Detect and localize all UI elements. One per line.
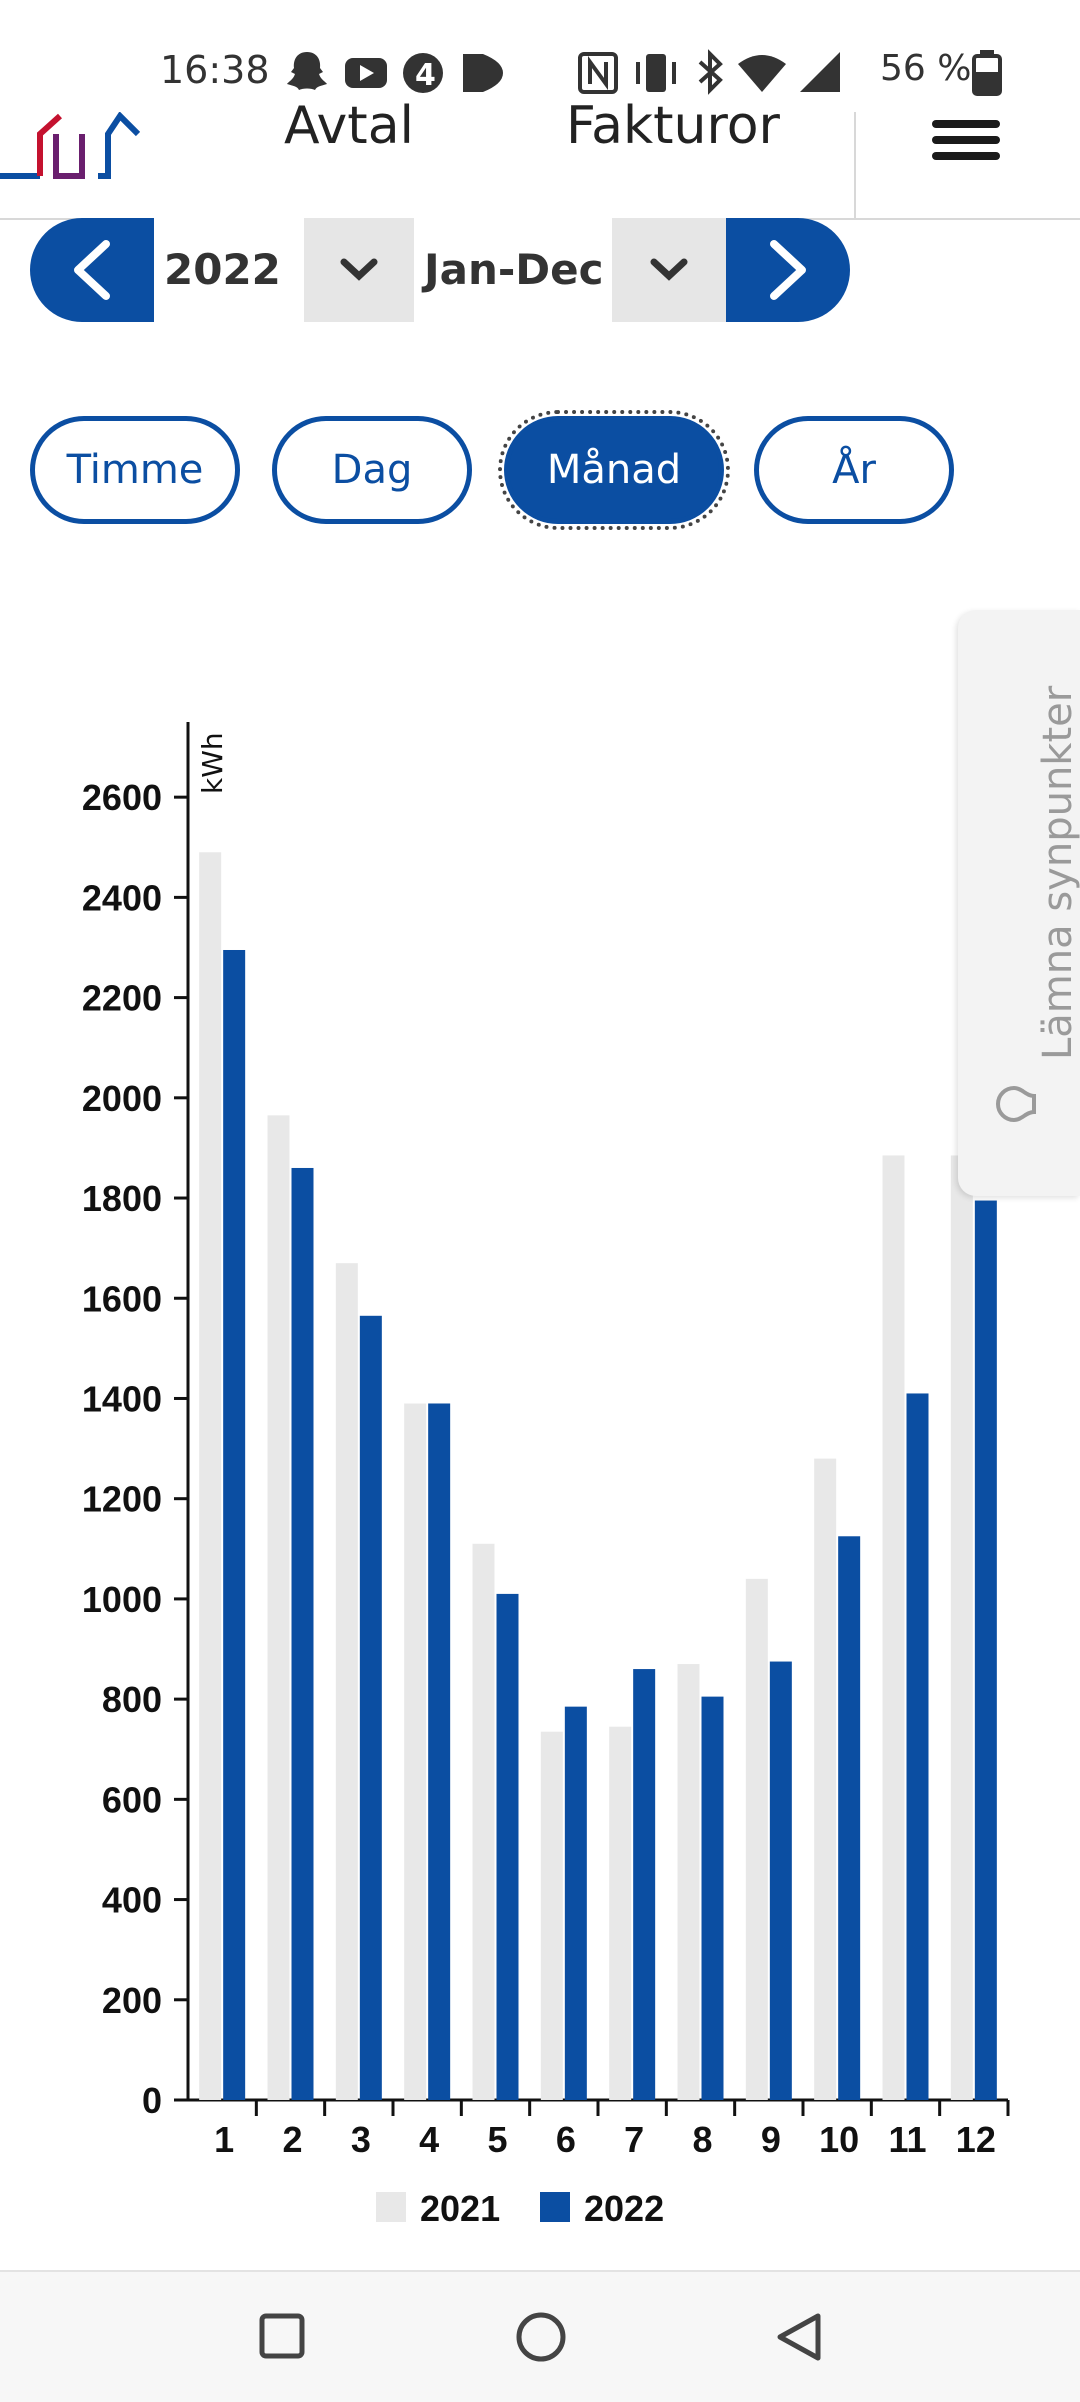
x-tick-label: 12 <box>956 2119 996 2160</box>
y-axis-label: kWh <box>196 732 229 794</box>
x-tick-label: 6 <box>556 2119 576 2160</box>
y-tick-label: 600 <box>102 1779 162 1820</box>
y-tick-label: 1200 <box>82 1479 162 1520</box>
bar-2021-7[interactable] <box>609 1726 632 2100</box>
chart-bars <box>199 852 997 2100</box>
chevron-left-icon <box>74 240 110 300</box>
hamburger-menu-icon[interactable] <box>932 120 1000 160</box>
year-select[interactable]: 2022 <box>154 218 304 322</box>
header-divider <box>854 112 856 218</box>
bar-2021-4[interactable] <box>404 1403 427 2100</box>
x-tick-label: 2 <box>282 2119 302 2160</box>
y-tick-label: 2400 <box>82 877 162 918</box>
range-dropdown[interactable] <box>612 218 726 322</box>
granularity-dag-button[interactable]: Dag <box>272 416 472 524</box>
bar-2021-9[interactable] <box>745 1578 768 2100</box>
bar-2022-1[interactable] <box>223 949 246 2100</box>
bar-2022-10[interactable] <box>838 1536 861 2100</box>
bar-2022-5[interactable] <box>496 1593 519 2100</box>
status-time: 16:38 <box>160 48 270 92</box>
bar-2022-3[interactable] <box>359 1315 382 2100</box>
bar-2021-1[interactable] <box>199 852 222 2100</box>
granularity-timme-button[interactable]: Timme <box>30 416 240 524</box>
back-triangle-icon[interactable] <box>772 2310 826 2364</box>
bar-2022-8[interactable] <box>701 1696 724 2100</box>
bar-2021-5[interactable] <box>472 1543 495 2100</box>
chevron-down-icon <box>340 258 378 281</box>
next-period-button[interactable] <box>726 218 850 322</box>
chart-legend: 2021 2022 <box>376 2188 664 2229</box>
bar-2021-6[interactable] <box>540 1731 563 2100</box>
chart-axes: 0 200 400 600 800 1000 1200 1400 1600 1800 2000 220… <box>82 722 1010 2160</box>
status-bar: 16:38 4 56 % <box>0 0 1080 112</box>
bar-2021-8[interactable] <box>677 1664 700 2100</box>
feedback-tab[interactable] <box>958 610 1080 1196</box>
range-select[interactable]: Jan-Dec <box>414 218 612 322</box>
bar-2022-2[interactable] <box>291 1167 314 2100</box>
y-tick-label: 800 <box>102 1679 162 1720</box>
previous-period-button[interactable] <box>30 218 154 322</box>
y-tick-label: 2000 <box>82 1078 162 1119</box>
chevron-down-icon <box>650 258 688 281</box>
bar-2021-3[interactable] <box>335 1263 358 2100</box>
y-tick-label: 200 <box>102 1980 162 2021</box>
bar-2021-2[interactable] <box>267 1115 290 2100</box>
android-nav-bar <box>0 2270 1080 2402</box>
battery-icon <box>972 50 1002 96</box>
lightbulb-icon <box>995 1085 1036 1123</box>
app-header: Avtal Fakturor <box>0 96 1080 220</box>
y-tick-label: 1400 <box>82 1378 162 1419</box>
legend-swatch-2021 <box>376 2192 406 2222</box>
legend-label-2022: 2022 <box>584 2188 664 2229</box>
y-tick-label: 1800 <box>82 1178 162 1219</box>
bar-2022-11[interactable] <box>906 1393 929 2100</box>
chevron-right-icon <box>770 240 806 300</box>
consumption-chart: 0200400600800100012001400160018002000220… <box>82 722 1010 2229</box>
y-tick-label: 1600 <box>82 1278 162 1319</box>
svg-text:4: 4 <box>415 58 436 93</box>
x-tick-label: 9 <box>761 2119 781 2160</box>
y-tick-label: 400 <box>102 1880 162 1921</box>
brand-logo[interactable] <box>0 112 140 184</box>
feedback-label[interactable]: Lämna synpunkter <box>1035 685 1080 1060</box>
x-tick-label: 7 <box>624 2119 644 2160</box>
year-dropdown[interactable] <box>304 218 414 322</box>
legend-label-2021: 2021 <box>420 2188 500 2229</box>
home-circle-icon[interactable] <box>514 2310 568 2364</box>
x-tick-label: 3 <box>351 2119 371 2160</box>
bar-2022-7[interactable] <box>633 1669 656 2100</box>
bar-2021-12[interactable] <box>950 1155 973 2100</box>
y-tick-label: 2200 <box>82 978 162 1019</box>
granularity-manad-button[interactable]: Månad <box>498 410 730 530</box>
tab-avtal[interactable]: Avtal <box>284 96 414 156</box>
notification-icons: 4 <box>287 52 503 93</box>
bar-2022-12[interactable] <box>974 1200 997 2100</box>
granularity-ar-button[interactable]: År <box>754 416 954 524</box>
y-tick-label: 2600 <box>82 777 162 818</box>
period-selector: 2022 Jan-Dec <box>30 218 850 322</box>
x-tick-label: 4 <box>419 2119 439 2160</box>
system-icons <box>578 49 840 95</box>
x-tick-label: 8 <box>692 2119 712 2160</box>
bar-2022-6[interactable] <box>564 1706 587 2100</box>
battery-percent: 56 % <box>880 48 972 89</box>
recents-square-icon[interactable] <box>258 2312 308 2362</box>
x-tick-label: 10 <box>819 2119 859 2160</box>
bar-2022-4[interactable] <box>428 1403 451 2100</box>
y-tick-label: 1000 <box>82 1579 162 1620</box>
x-tick-label: 11 <box>888 2119 926 2160</box>
legend-swatch-2022 <box>540 2192 570 2222</box>
bar-2021-11[interactable] <box>882 1155 905 2100</box>
bar-2022-9[interactable] <box>769 1661 792 2100</box>
x-tick-label: 5 <box>487 2119 507 2160</box>
y-tick-label: 0 <box>142 2080 162 2121</box>
bar-2021-10[interactable] <box>814 1458 837 2100</box>
x-tick-label: 1 <box>214 2119 234 2160</box>
tab-fakturor[interactable]: Fakturor <box>566 96 780 156</box>
